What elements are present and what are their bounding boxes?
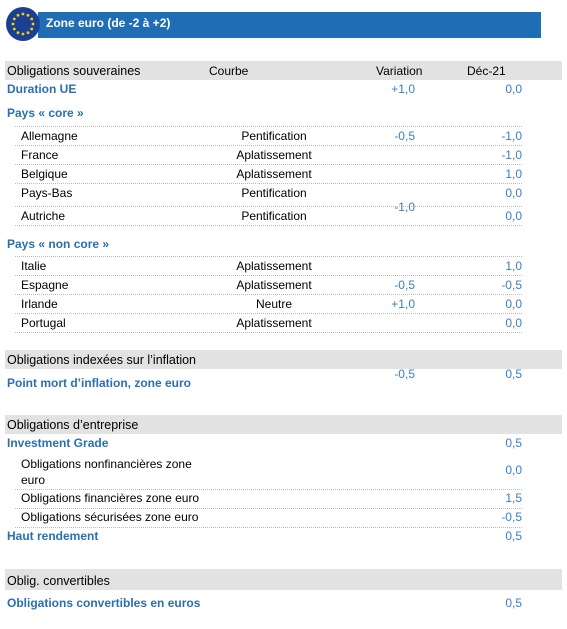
- group-title: Pays « non core »: [7, 237, 110, 251]
- header-title: Zone euro (de -2 à +2): [46, 16, 171, 30]
- row-label: Obligations financières zone euro: [21, 491, 200, 505]
- row-label: Obligations sécurisées zone euro: [21, 510, 199, 524]
- curve: Neutre: [255, 297, 293, 311]
- eu-stars: [11, 12, 35, 36]
- row-separator: [15, 527, 522, 528]
- curve: Aplatissement: [236, 316, 312, 330]
- row-label: Portugal: [21, 316, 66, 330]
- section-title: Obligations indexées sur l’inflation: [7, 353, 196, 367]
- row-separator: [15, 256, 522, 257]
- curve: Aplatissement: [236, 259, 312, 273]
- row-label: Haut rendement: [7, 529, 99, 543]
- row-separator: [15, 275, 522, 276]
- section-bar: [5, 569, 562, 590]
- row-separator: [15, 313, 522, 314]
- dec-value: 0,0: [505, 463, 522, 477]
- dec-value: -1,0: [501, 129, 522, 143]
- row-separator: [15, 183, 522, 184]
- row-label: Autriche: [21, 209, 66, 223]
- row-separator: [15, 294, 522, 295]
- row-label: Point mort d’inflation, zone euro: [7, 376, 191, 390]
- header-bar: [38, 12, 541, 38]
- dec-value: 0,0: [505, 297, 522, 311]
- dec-value: 0,5: [505, 596, 522, 610]
- dec-value: -0,5: [501, 278, 522, 292]
- dec-value: -0,5: [501, 510, 522, 524]
- dec-value: 1,5: [505, 491, 522, 505]
- curve: Aplatissement: [236, 167, 312, 181]
- row-label: Investment Grade: [7, 436, 109, 450]
- row-separator: [15, 489, 522, 490]
- row-label: Belgique: [21, 167, 68, 181]
- dec-value: 1,0: [505, 167, 522, 181]
- variation: +1,0: [391, 82, 415, 96]
- section-title: Obligations souveraines: [7, 64, 141, 78]
- variation: -1,0: [394, 200, 415, 214]
- row-separator: [15, 164, 522, 165]
- dec-value: 0,0: [505, 316, 522, 330]
- row-label: France: [21, 148, 59, 162]
- column-header: Variation: [376, 64, 423, 78]
- dec-value: 0,5: [505, 436, 522, 450]
- row-label: Espagne: [21, 278, 69, 292]
- curve: Pentification: [241, 209, 307, 223]
- row-separator: [15, 225, 522, 226]
- row-separator: [15, 126, 522, 127]
- variation: -0,5: [394, 278, 415, 292]
- row-label: Obligations nonfinancières zone euro: [21, 457, 192, 487]
- dec-value: 0,0: [505, 186, 522, 200]
- section-title: Obligations d’entreprise: [7, 418, 139, 432]
- eu-flag: [6, 7, 40, 41]
- column-header: Déc-21: [467, 64, 506, 78]
- column-header: Courbe: [209, 64, 249, 78]
- row-label: Pays-Bas: [21, 186, 73, 200]
- variation: +1,0: [391, 297, 415, 311]
- dec-value: 0,5: [505, 529, 522, 543]
- row-label: Irlande: [21, 297, 58, 311]
- row-label: Allemagne: [21, 129, 78, 143]
- dec-value: 1,0: [505, 259, 522, 273]
- curve: Aplatissement: [236, 278, 312, 292]
- dec-value: 0,0: [505, 209, 522, 223]
- row-separator: [15, 332, 522, 333]
- section-title: Oblig. convertibles: [7, 574, 110, 588]
- curve: Aplatissement: [236, 148, 312, 162]
- curve: Pentification: [241, 129, 307, 143]
- row-separator: [15, 206, 522, 207]
- row-label: Duration UE: [7, 82, 77, 96]
- variation: -0,5: [394, 129, 415, 143]
- dec-value: -1,0: [501, 148, 522, 162]
- row-label: Obligations convertibles en euros: [7, 596, 201, 610]
- variation: -0,5: [394, 367, 415, 381]
- group-title: Pays « core »: [7, 106, 84, 120]
- row-separator: [15, 508, 522, 509]
- header-graphics: [6, 7, 541, 41]
- section-bar: [5, 61, 562, 80]
- section-bar: [5, 350, 562, 369]
- section-bar: [5, 415, 562, 434]
- row-separator: [15, 145, 522, 146]
- curve: Pentification: [241, 186, 307, 200]
- dec-value: 0,5: [505, 367, 522, 381]
- dec-value: 0,0: [505, 82, 522, 96]
- row-label: Italie: [21, 259, 47, 273]
